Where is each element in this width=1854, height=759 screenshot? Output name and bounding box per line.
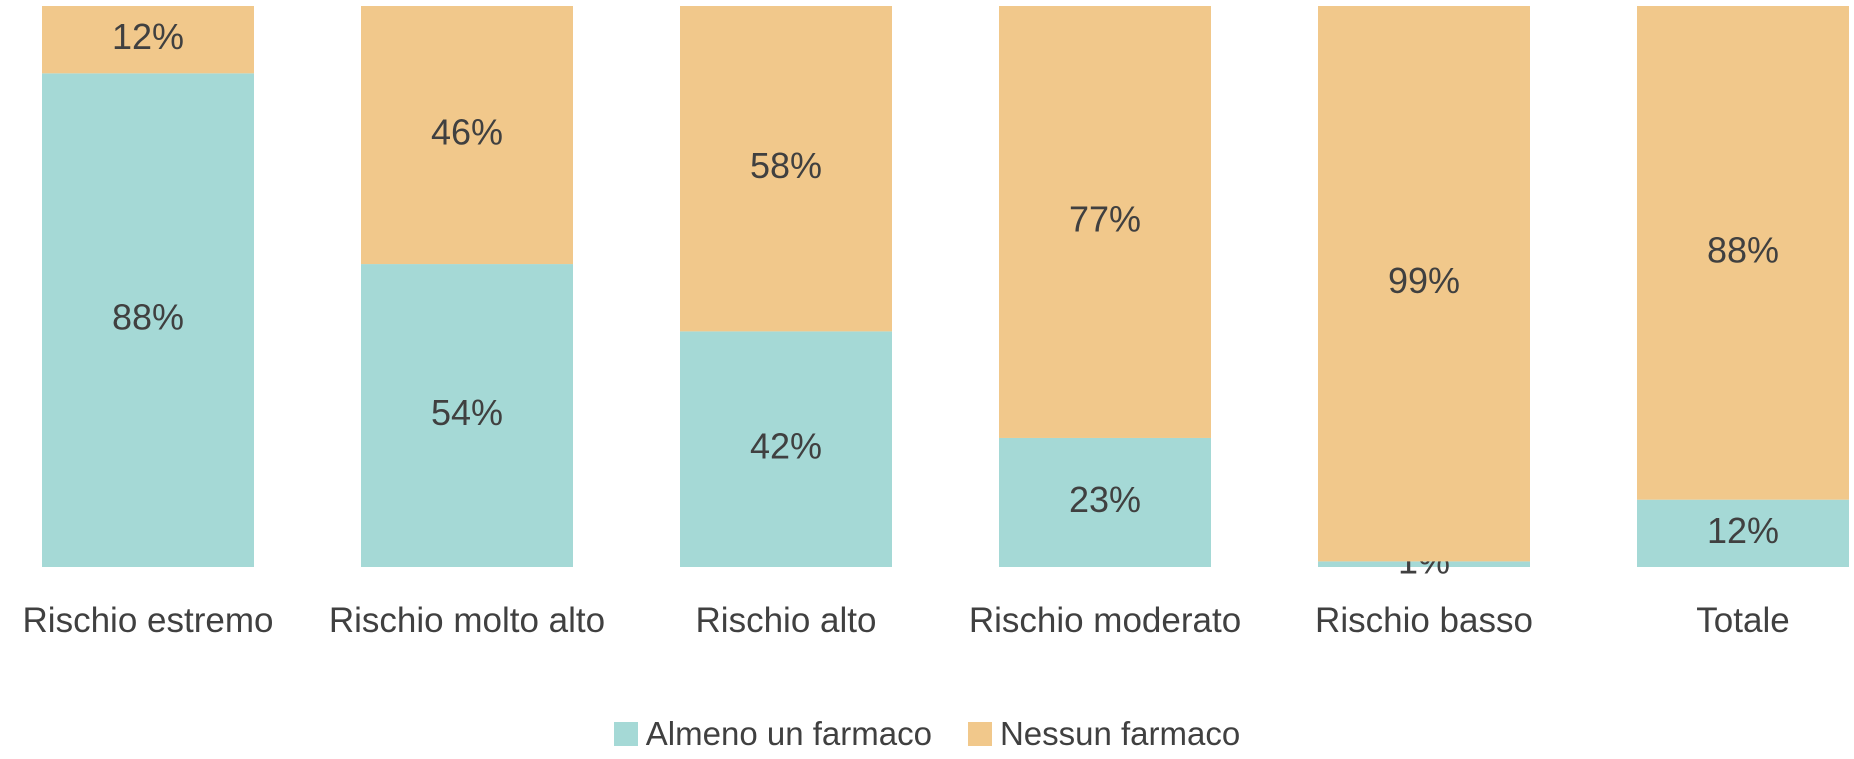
data-label: 54% [431,392,503,433]
bar-segment [1318,6,1530,562]
data-label: 88% [112,297,184,338]
data-label: 42% [750,426,822,467]
bar-segment [1637,6,1849,500]
legend-swatch [613,722,638,746]
bar-segment [1318,561,1530,567]
data-label: 58% [750,145,822,186]
data-label: 23% [1069,479,1141,520]
x-tick-label: Rischio alto [695,601,877,640]
legend-item: Nessun farmaco [967,715,1241,753]
bar-segment [999,437,1211,567]
data-label: 46% [431,112,503,153]
legend-item: Almeno un farmaco [613,715,932,753]
data-label: 12% [1707,510,1779,551]
legend-swatch [967,722,992,746]
bar-segment [361,6,573,265]
bar-segment [361,264,573,567]
data-label: 99% [1388,260,1460,301]
bar-segment [680,6,892,332]
x-tick-label: Rischio molto alto [328,601,606,640]
bar-segment [42,6,254,74]
legend-label: Almeno un farmaco [645,715,932,752]
data-label: 77% [1069,199,1141,240]
x-tick-label: Totale [1696,601,1790,640]
x-tick-label: Rischio estremo [22,601,274,640]
legend-label: Nessun farmaco [999,715,1241,752]
bar-segment [1637,499,1849,567]
legend: Almeno un farmaco Nessun farmaco [0,715,1854,754]
data-label: 12% [112,16,184,57]
data-label: 88% [1707,229,1779,270]
bar-segment [999,6,1211,438]
x-tick-label: Rischio basso [1315,601,1533,640]
x-tick-label: Rischio moderato [968,601,1242,640]
bar-segment [680,331,892,567]
bar-segment [42,73,254,567]
